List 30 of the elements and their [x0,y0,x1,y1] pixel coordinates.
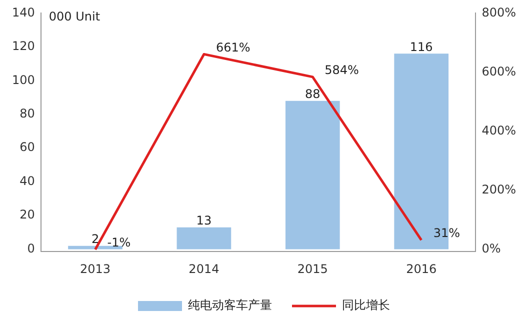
y-tick-label: 140 [12,5,35,20]
y-tick-label: 120 [12,39,35,54]
x-tick-label: 2015 [297,262,328,276]
y-tick-label: 0 [27,241,35,256]
y2-tick-label: 600% [482,64,516,78]
y-tick-label: 80 [20,106,35,120]
data-label: 116 [410,40,433,54]
data-label: 31% [433,226,460,240]
y2-tick-label: 800% [482,5,516,20]
data-label: 661% [216,40,250,54]
x-tick-label: 2016 [406,262,437,276]
legend-label: 同比增长 [342,298,390,312]
x-tick-label: 2014 [188,262,220,276]
legend-label: 纯电动客车产量 [188,298,272,312]
bar [285,100,340,250]
y-tick-label: 60 [20,140,35,154]
data-label: 584% [324,63,359,78]
y-axis-title: 000 Unit [48,9,100,24]
x-tick-label: 2013 [80,262,111,276]
data-label: -1% [107,236,131,250]
y-tick-label: 40 [20,174,35,188]
y-tick-label: 20 [20,208,35,222]
data-label: 13 [196,213,212,228]
y2-tick-label: 0% [482,241,501,256]
data-label: 2 [91,232,100,246]
y2-tick-label: 200% [482,182,516,196]
y2-tick-label: 400% [482,123,516,138]
data-label: 88 [305,86,320,101]
y-tick-label: 100 [12,72,35,87]
bar [176,227,232,250]
